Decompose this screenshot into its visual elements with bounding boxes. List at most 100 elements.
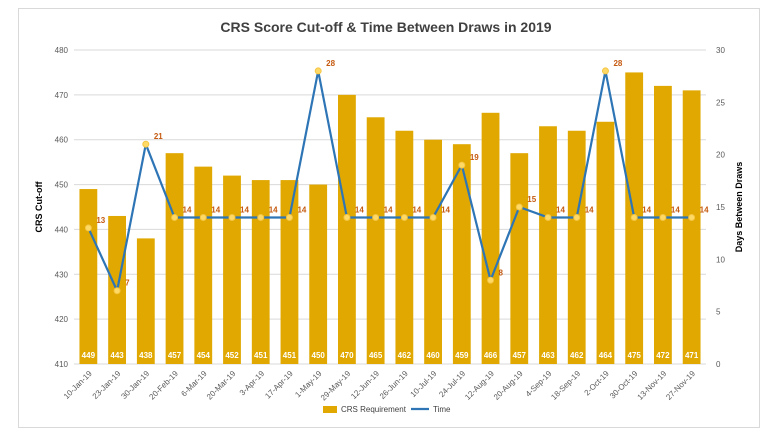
x-tick-label: 30-Jan-19: [119, 369, 151, 401]
time-value-label: 14: [384, 205, 393, 214]
time-value-label: 28: [326, 59, 335, 68]
time-value-label: 14: [355, 205, 364, 214]
y2-tick-label: 0: [716, 360, 721, 369]
y-tick-label: 430: [55, 270, 69, 279]
time-value-label: 14: [412, 205, 421, 214]
bar-value-label: 454: [197, 351, 211, 360]
bar-value-label: 443: [110, 351, 124, 360]
time-value-label: 14: [642, 205, 651, 214]
time-line: [87, 69, 692, 292]
y-tick-label: 470: [55, 91, 69, 100]
bar-value-label: 463: [541, 351, 555, 360]
bar-value-label: 451: [254, 351, 268, 360]
time-marker: [400, 213, 408, 221]
x-tick-label: 23-Jan-19: [91, 369, 123, 401]
y2-tick-label: 30: [716, 46, 725, 55]
y2-tick-label: 10: [716, 255, 725, 264]
bar: [79, 189, 98, 364]
y2-tick-label: 20: [716, 151, 725, 160]
x-tick-label: 10-Jan-19: [62, 369, 94, 401]
time-value-label: 14: [240, 205, 249, 214]
x-tick-label: 10-Jul-19: [409, 369, 439, 399]
bar-value-label: 466: [484, 351, 498, 360]
bar: [366, 117, 385, 365]
time-value-label: 13: [96, 216, 105, 225]
y-tick-label: 440: [55, 225, 69, 234]
y-axis-title: CRS Cut-off: [34, 181, 44, 233]
time-value-label: 14: [585, 205, 594, 214]
legend-bar-swatch: [323, 406, 337, 413]
y-tick-label: 480: [55, 46, 69, 55]
time-marker: [659, 213, 667, 221]
time-value-label: 19: [470, 153, 479, 162]
time-value-label: 7: [125, 279, 130, 288]
time-marker: [228, 213, 236, 221]
bar-value-label: 457: [513, 351, 527, 360]
time-value-label: 14: [556, 205, 565, 214]
x-tick-label: 6-Mar-19: [179, 369, 209, 399]
y2-tick-label: 25: [716, 98, 725, 107]
time-value-label: 14: [297, 205, 306, 214]
x-tick-label: 20-Feb-19: [147, 369, 180, 402]
time-value-label: 14: [441, 205, 450, 214]
x-tick-label: 3-Apr-19: [238, 369, 267, 398]
time-marker: [458, 161, 466, 169]
time-marker: [171, 213, 179, 221]
x-tick-label: 18-Sep-19: [549, 369, 582, 402]
legend-bar-label: CRS Requirement: [341, 405, 407, 414]
time-value-label: 14: [211, 205, 220, 214]
x-tick-label: 17-Apr-19: [263, 369, 295, 401]
x-tick-label: 27-Nov-19: [664, 369, 697, 402]
time-value-label: 14: [269, 205, 278, 214]
time-marker: [343, 213, 351, 221]
bar-value-label: 462: [398, 351, 412, 360]
bar-value-label: 465: [369, 351, 383, 360]
bar: [338, 94, 356, 364]
bar: [654, 85, 672, 364]
x-tick-label: 13-Nov-19: [636, 369, 669, 402]
time-marker: [429, 213, 437, 221]
bar: [567, 130, 586, 364]
chart-title: CRS Score Cut-off & Time Between Draws i…: [220, 19, 551, 35]
time-marker: [601, 67, 609, 75]
time-marker: [314, 67, 322, 75]
bar: [223, 175, 241, 364]
time-value-label: 28: [613, 59, 622, 68]
time-value-label: 21: [154, 132, 163, 141]
bar-value-label: 470: [340, 351, 354, 360]
time-value-label: 14: [671, 205, 680, 214]
bar: [539, 126, 557, 364]
bar: [194, 166, 213, 364]
x-tick-label: 20-Mar-19: [205, 369, 238, 402]
y2-tick-label: 15: [716, 203, 725, 212]
time-marker: [487, 276, 495, 284]
time-marker: [573, 213, 581, 221]
bar-value-label: 452: [225, 351, 239, 360]
bar-value-label: 471: [685, 351, 699, 360]
bar-value-label: 450: [312, 351, 326, 360]
bar: [452, 144, 471, 364]
time-marker: [544, 213, 552, 221]
time-value-label: 14: [700, 205, 709, 214]
bar: [251, 180, 270, 364]
bar-value-label: 459: [455, 351, 469, 360]
time-marker: [84, 224, 92, 232]
time-marker: [199, 213, 207, 221]
x-tick-label: 12-Aug-19: [463, 369, 496, 402]
time-marker: [142, 140, 150, 148]
bar: [682, 90, 701, 364]
bar: [596, 121, 615, 365]
time-marker: [688, 213, 696, 221]
y-tick-label: 410: [55, 360, 69, 369]
time-marker: [113, 287, 121, 295]
time-marker: [372, 213, 380, 221]
bar-value-label: 460: [426, 351, 440, 360]
x-tick-label: 20-Aug-19: [492, 369, 525, 402]
y2-tick-label: 5: [716, 308, 721, 317]
bar-value-label: 451: [283, 351, 297, 360]
legend-line-label: Time: [433, 405, 451, 414]
x-tick-label: 12-Jun-19: [349, 369, 381, 401]
x-tick-label: 26-Jun-19: [378, 369, 410, 401]
y-tick-label: 460: [55, 136, 69, 145]
